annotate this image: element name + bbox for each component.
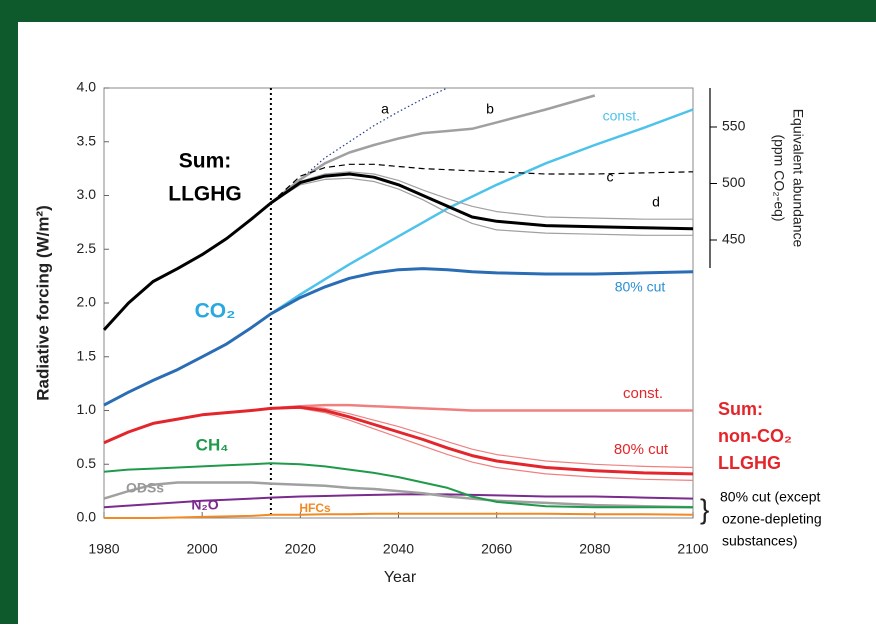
- y-tick-label: 3.0: [77, 186, 97, 202]
- annotation: 80% cut (except: [720, 489, 820, 505]
- series-line: [103, 267, 694, 407]
- annotation: Sum:: [179, 150, 232, 173]
- y-tick-label: 3.5: [77, 132, 97, 148]
- y-tick-label: 0.5: [77, 455, 97, 471]
- annotation: LLGHG: [718, 453, 781, 473]
- x-tick-label: 2100: [677, 541, 708, 557]
- annotation: d: [652, 194, 660, 210]
- series-line: [104, 512, 694, 519]
- x-tick-label: 2080: [579, 541, 610, 557]
- y2-axis-label: Equivalent abundance: [790, 109, 806, 248]
- annotation: const.: [623, 385, 663, 402]
- annotation: N₂O: [191, 497, 218, 513]
- annotation: LLGHG: [168, 183, 242, 206]
- top-band: [0, 0, 876, 22]
- series-line: [270, 403, 693, 412]
- series-line: [270, 87, 448, 204]
- y2-axis-label: (ppm CO₂-eq): [771, 134, 787, 221]
- series-line: [270, 94, 596, 204]
- series-line: [102, 172, 694, 331]
- annotation: b: [486, 101, 494, 117]
- annotation: HFCs: [299, 501, 331, 515]
- series-line: [103, 481, 694, 509]
- x-tick-label: 2040: [383, 541, 414, 557]
- annotation: 80% cut: [614, 441, 669, 458]
- y-tick-label: 2.5: [77, 240, 97, 256]
- y2-tick-label: 500: [722, 174, 746, 190]
- series-line: [270, 171, 693, 220]
- x-tick-label: 2060: [481, 541, 512, 557]
- annotation: ODSs: [126, 480, 164, 496]
- x-tick-label: 1980: [88, 541, 119, 557]
- y-tick-label: 1.0: [77, 401, 97, 417]
- x-tick-label: 2000: [187, 541, 218, 557]
- y-tick-label: 2.0: [77, 294, 97, 310]
- left-band: [0, 0, 18, 624]
- annotation: const.: [603, 108, 640, 124]
- annotation: Sum:: [718, 399, 763, 419]
- series-line: [270, 108, 694, 315]
- y-axis-label: Radiative forcing (W/m²): [33, 205, 52, 401]
- brace: }: [700, 493, 709, 524]
- y-tick-label: 0.0: [77, 509, 97, 525]
- annotation: 80% cut: [615, 279, 666, 295]
- series-line: [270, 405, 694, 469]
- series-line: [270, 177, 693, 236]
- y-tick-label: 4.0: [77, 79, 97, 95]
- series-line: [270, 163, 694, 204]
- x-axis-label: Year: [384, 569, 417, 586]
- series-line: [103, 405, 694, 476]
- annotation: non-CO₂: [718, 426, 792, 446]
- y2-tick-label: 450: [722, 231, 746, 247]
- annotation: c: [607, 169, 614, 185]
- annotation: CO₂: [195, 300, 236, 323]
- x-tick-label: 2020: [285, 541, 316, 557]
- annotation: substances): [722, 533, 797, 549]
- y-tick-label: 1.5: [77, 347, 97, 363]
- y2-tick-label: 550: [722, 118, 746, 134]
- annotation: a: [381, 101, 389, 117]
- annotation: ozone-depleting: [722, 511, 822, 527]
- series-line: [103, 493, 694, 509]
- series-line: [103, 462, 693, 509]
- annotation: CH₄: [196, 435, 229, 454]
- series-line: [270, 407, 694, 481]
